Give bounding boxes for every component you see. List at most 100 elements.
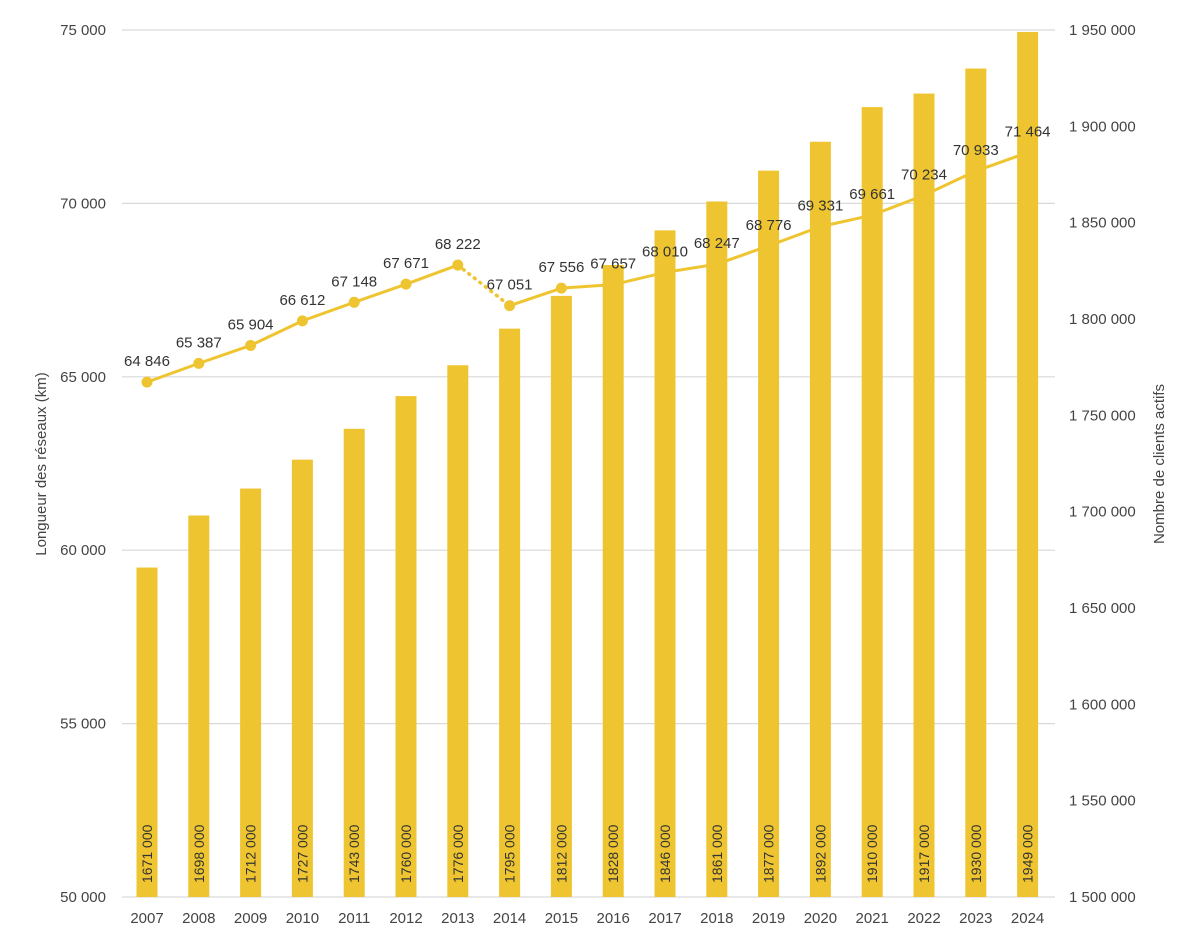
line-data-label: 67 671 xyxy=(383,255,429,272)
line-data-label: 67 657 xyxy=(590,256,636,273)
y-left-tick-label: 70 000 xyxy=(60,195,106,212)
line-data-label: 67 556 xyxy=(538,259,584,276)
x-tick-label: 2014 xyxy=(493,910,526,927)
bar-data-label: 1949 000 xyxy=(1020,824,1036,883)
bar xyxy=(706,201,728,897)
bar xyxy=(550,295,572,897)
line-segment xyxy=(508,286,563,308)
line-point xyxy=(452,259,464,271)
bar-data-label: 1727 000 xyxy=(294,824,310,883)
x-tick-label: 2008 xyxy=(182,910,215,927)
bar xyxy=(913,93,935,897)
line-data-label: 68 222 xyxy=(435,236,481,253)
bar-data-label: 1812 000 xyxy=(553,824,569,883)
bar-data-label: 1776 000 xyxy=(450,824,466,883)
bar xyxy=(136,567,158,897)
x-tick-label: 2018 xyxy=(700,910,733,927)
line-segment xyxy=(663,262,719,274)
bar xyxy=(240,488,262,897)
line-data-label: 69 661 xyxy=(849,186,895,203)
line-data-label: 68 776 xyxy=(746,217,792,234)
y-right-tick-label: 1 900 000 xyxy=(1069,118,1136,135)
x-tick-label: 2013 xyxy=(441,910,474,927)
line-point xyxy=(193,357,205,369)
x-tick-label: 2011 xyxy=(338,910,370,927)
left-axis-title: Longueur des réseaux (km) xyxy=(33,372,50,555)
x-tick-label: 2015 xyxy=(545,910,578,927)
line-point xyxy=(245,339,257,351)
line-segment xyxy=(611,270,667,287)
bar xyxy=(1017,31,1039,898)
y-right-tick-label: 1 750 000 xyxy=(1069,407,1136,424)
bar-data-label: 1698 000 xyxy=(191,824,207,883)
line-segment xyxy=(715,244,771,266)
x-tick-label: 2020 xyxy=(804,910,837,927)
line-segment xyxy=(249,319,304,347)
line-segment xyxy=(974,151,1030,173)
line-point xyxy=(400,278,412,290)
x-tick-label: 2022 xyxy=(907,910,940,927)
bar xyxy=(602,265,624,897)
bar-data-label: 1671 000 xyxy=(139,824,155,883)
x-tick-label: 2010 xyxy=(286,910,319,927)
bar-data-label: 1892 000 xyxy=(812,824,828,883)
axes: 50 000 55 000 60 000 65 000 70 000 75 000 1 50… xyxy=(60,22,1136,927)
bar xyxy=(861,107,883,898)
line-segment xyxy=(818,213,874,229)
data-labels: 1671 000 1698 000 1712 000 1727 000 1743 000… xyxy=(124,124,1050,883)
line-segment xyxy=(145,361,201,384)
line-segment xyxy=(404,263,460,286)
bar-series xyxy=(136,31,1039,898)
bar-data-label: 1795 000 xyxy=(502,824,518,883)
y-right-tick-label: 1 650 000 xyxy=(1069,600,1136,617)
y-left-tick-label: 55 000 xyxy=(60,716,106,733)
y-right-tick-label: 1 800 000 xyxy=(1069,311,1136,328)
x-tick-label: 2016 xyxy=(597,910,630,927)
bar xyxy=(758,170,780,897)
line-segment xyxy=(300,300,356,323)
bar xyxy=(447,365,469,897)
line-segment-dotted xyxy=(456,263,512,308)
line-segment xyxy=(870,193,926,217)
line-segment xyxy=(352,282,408,304)
right-axis-title: Nombre de clients actifs xyxy=(1151,384,1168,544)
bar xyxy=(499,328,521,898)
line-data-label: 68 010 xyxy=(642,243,688,260)
line-data-label: 67 148 xyxy=(331,273,377,290)
y-right-tick-label: 1 550 000 xyxy=(1069,793,1136,810)
bar-data-label: 1743 000 xyxy=(346,824,362,883)
line-point xyxy=(504,300,516,312)
bar xyxy=(291,459,313,897)
line-series xyxy=(141,151,1030,388)
y-right-tick-label: 1 950 000 xyxy=(1069,22,1136,39)
bar-data-label: 1861 000 xyxy=(709,824,725,883)
bar xyxy=(654,230,676,897)
x-tick-label: 2019 xyxy=(752,910,785,927)
line-segment xyxy=(922,169,978,197)
line-data-label: 70 933 xyxy=(953,142,999,159)
bar-data-label: 1712 000 xyxy=(243,824,259,883)
y-right-tick-label: 1 700 000 xyxy=(1069,504,1136,521)
bar-data-label: 1877 000 xyxy=(761,824,777,883)
bar-data-label: 1846 000 xyxy=(657,824,673,883)
line-data-label: 70 234 xyxy=(901,166,947,183)
y-left-tick-label: 65 000 xyxy=(60,369,106,386)
y-left-tick-label: 60 000 xyxy=(60,542,106,559)
line-data-label: 69 331 xyxy=(797,198,843,215)
line-point xyxy=(296,315,308,327)
line-point xyxy=(141,376,153,388)
line-data-label: 68 247 xyxy=(694,235,740,252)
line-data-label: 64 846 xyxy=(124,353,170,370)
x-tick-label: 2021 xyxy=(856,910,889,927)
y-right-tick-label: 1 850 000 xyxy=(1069,215,1136,232)
bar-data-label: 1917 000 xyxy=(916,824,932,883)
line-data-label: 67 051 xyxy=(487,277,533,294)
y-right-tick-label: 1 600 000 xyxy=(1069,696,1136,713)
bar xyxy=(809,141,831,897)
line-point xyxy=(348,296,360,308)
gridlines xyxy=(122,29,1055,898)
x-tick-label: 2017 xyxy=(648,910,681,927)
line-segment xyxy=(767,225,822,248)
x-tick-label: 2012 xyxy=(389,910,422,927)
